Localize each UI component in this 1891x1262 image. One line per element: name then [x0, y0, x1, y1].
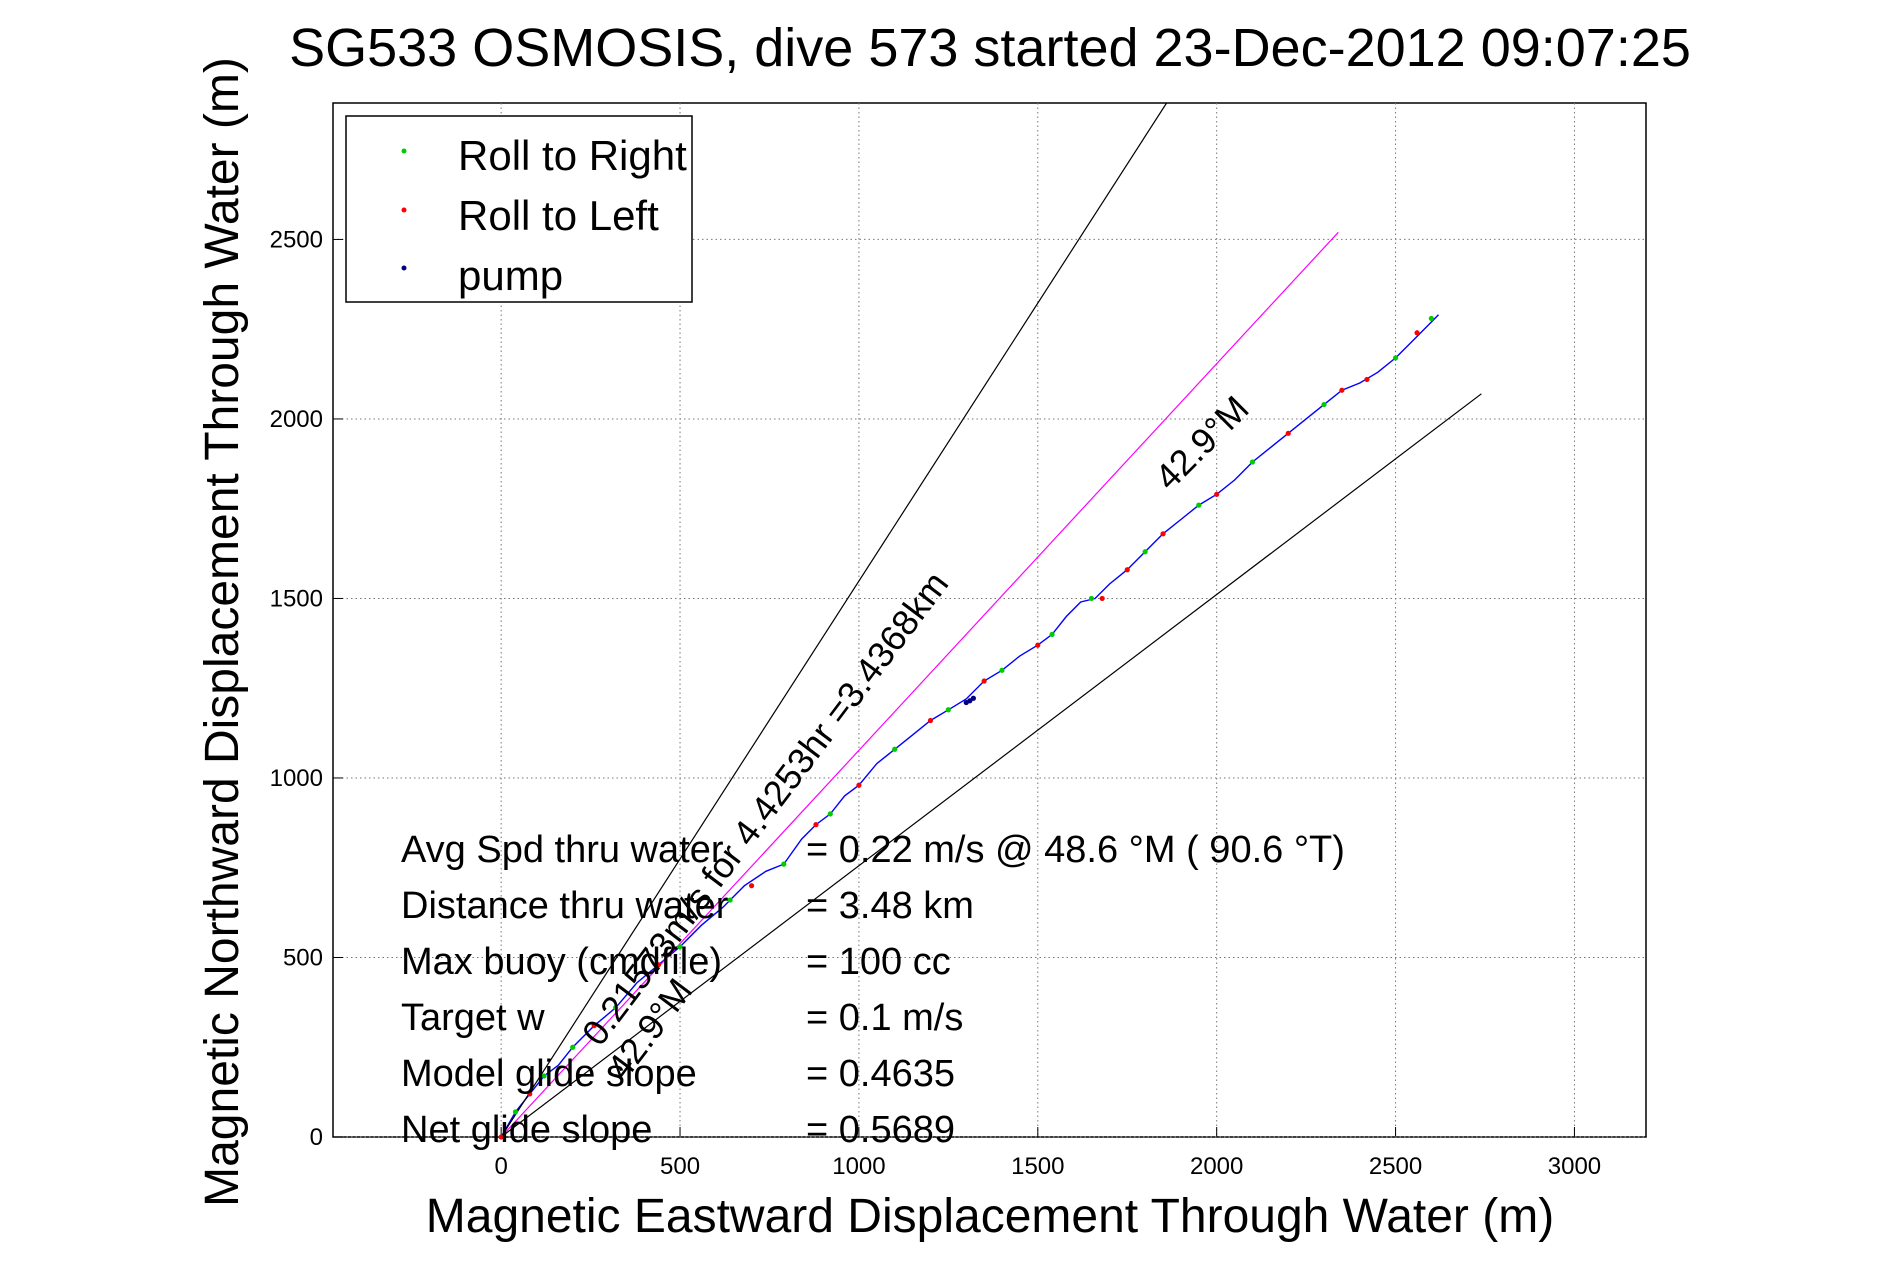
legend-entry-roll-right: Roll to Right — [401, 132, 687, 179]
series-line-lower-bound — [500, 393, 1482, 1138]
marker-pump — [970, 695, 977, 701]
marker-roll-right — [1249, 459, 1256, 465]
legend-marker-pump — [401, 265, 407, 271]
marker-roll-right — [1428, 315, 1434, 322]
marker-roll-left — [1339, 387, 1345, 393]
y-tick-label: 2000 — [270, 406, 323, 433]
marker-roll-right — [945, 707, 951, 713]
x-tick-labels: 0 500 1000 1500 2000 2500 3000 — [494, 1153, 1601, 1180]
marker-roll-left — [498, 1134, 504, 1140]
marker-roll-right — [613, 1005, 619, 1011]
chart-title: SG533 OSMOSIS, dive 573 started 23-Dec-2… — [289, 18, 1691, 78]
marker-roll-left — [1414, 330, 1420, 336]
marker-roll-left — [655, 962, 662, 968]
marker-roll-right — [727, 897, 733, 903]
x-axis-label: Magnetic Eastward Displacement Through W… — [426, 1190, 1554, 1243]
legend-marker-roll-right — [401, 148, 407, 154]
marker-roll-left — [1124, 567, 1130, 573]
marker-roll-right — [512, 1109, 519, 1115]
legend-entry-roll-left: Roll to Left — [401, 192, 659, 239]
marker-roll-left — [591, 1023, 597, 1029]
x-tick-label: 500 — [660, 1153, 700, 1180]
y-tick-labels: 0 500 1000 1500 2000 2500 — [270, 226, 323, 1151]
stat-label-max-buoy: Max buoy (cmdfile) — [401, 941, 722, 983]
marker-roll-left — [1214, 491, 1220, 497]
stat-label-model-glide: Model glide slope — [401, 1053, 697, 1095]
marker-roll-left — [1285, 430, 1291, 436]
legend-marker-roll-left — [401, 207, 407, 213]
marker-roll-left — [1364, 376, 1370, 383]
marker-roll-right — [827, 811, 833, 817]
x-tick-label: 2000 — [1190, 1153, 1243, 1180]
marker-roll-right — [1196, 502, 1202, 508]
x-tick-label: 0 — [494, 1153, 507, 1180]
marker-roll-right — [1392, 355, 1399, 361]
y-axis-label: Magnetic Northward Displacement Through … — [196, 57, 249, 1207]
y-tick-label: 500 — [283, 944, 323, 971]
stat-value-avg-speed: = 0.22 m/s @ 48.6 °M ( 90.6 °T) — [806, 829, 1345, 871]
marker-roll-left — [527, 1091, 533, 1097]
y-tick-label: 1000 — [270, 765, 323, 792]
marker-roll-left — [927, 717, 934, 724]
stat-value-target-w: = 0.1 m/s — [806, 997, 963, 1039]
marker-roll-right — [570, 1044, 576, 1050]
marker-roll-left — [1160, 531, 1166, 537]
x-tick-label: 2500 — [1369, 1153, 1422, 1180]
marker-roll-left — [813, 822, 819, 828]
marker-roll-left — [981, 678, 987, 684]
stat-value-distance: = 3.48 km — [806, 885, 974, 927]
marker-roll-right — [892, 746, 898, 752]
marker-roll-right — [781, 861, 787, 867]
stat-value-net-glide: = 0.5689 — [806, 1109, 955, 1151]
x-tick-label: 1000 — [832, 1153, 885, 1180]
stat-label-target-w: Target w — [401, 997, 545, 1039]
legend: Roll to Right Roll to Left pump — [345, 115, 693, 303]
stat-label-net-glide: Net glide slope — [401, 1109, 652, 1151]
marker-roll-right — [1088, 595, 1095, 602]
marker-roll-right — [1142, 549, 1148, 555]
series-line-upper-bound — [500, 102, 1168, 1138]
x-tick-label: 3000 — [1548, 1153, 1601, 1180]
y-tick-label: 1500 — [270, 585, 323, 612]
marker-roll-right — [1049, 631, 1055, 637]
marker-roll-right — [541, 1073, 547, 1079]
legend-label-pump: pump — [458, 252, 563, 299]
legend-label-roll-left: Roll to Left — [458, 192, 659, 239]
marker-roll-left — [1099, 595, 1105, 602]
legend-entry-pump: pump — [401, 252, 563, 299]
y-tick-label: 2500 — [270, 226, 323, 253]
marker-roll-left — [748, 883, 755, 889]
series-markers — [498, 315, 1434, 1140]
marker-roll-left — [1035, 642, 1041, 648]
stat-label-avg-speed: Avg Spd thru water — [401, 829, 724, 871]
y-tick-label: 0 — [310, 1124, 323, 1151]
stat-value-model-glide: = 0.4635 — [806, 1053, 955, 1095]
x-tick-label: 1500 — [1011, 1153, 1064, 1180]
marker-roll-right — [999, 667, 1005, 673]
legend-label-roll-right: Roll to Right — [458, 132, 687, 179]
stat-value-max-buoy: = 100 cc — [806, 941, 951, 983]
stats-panel: Avg Spd thru water = 0.22 m/s @ 48.6 °M … — [401, 829, 1345, 1151]
stat-label-distance: Distance thru water — [401, 885, 729, 927]
marker-roll-right — [677, 944, 683, 950]
series-line-heading — [500, 231, 1339, 1138]
marker-roll-right — [1321, 401, 1327, 408]
marker-roll-left — [856, 782, 862, 788]
